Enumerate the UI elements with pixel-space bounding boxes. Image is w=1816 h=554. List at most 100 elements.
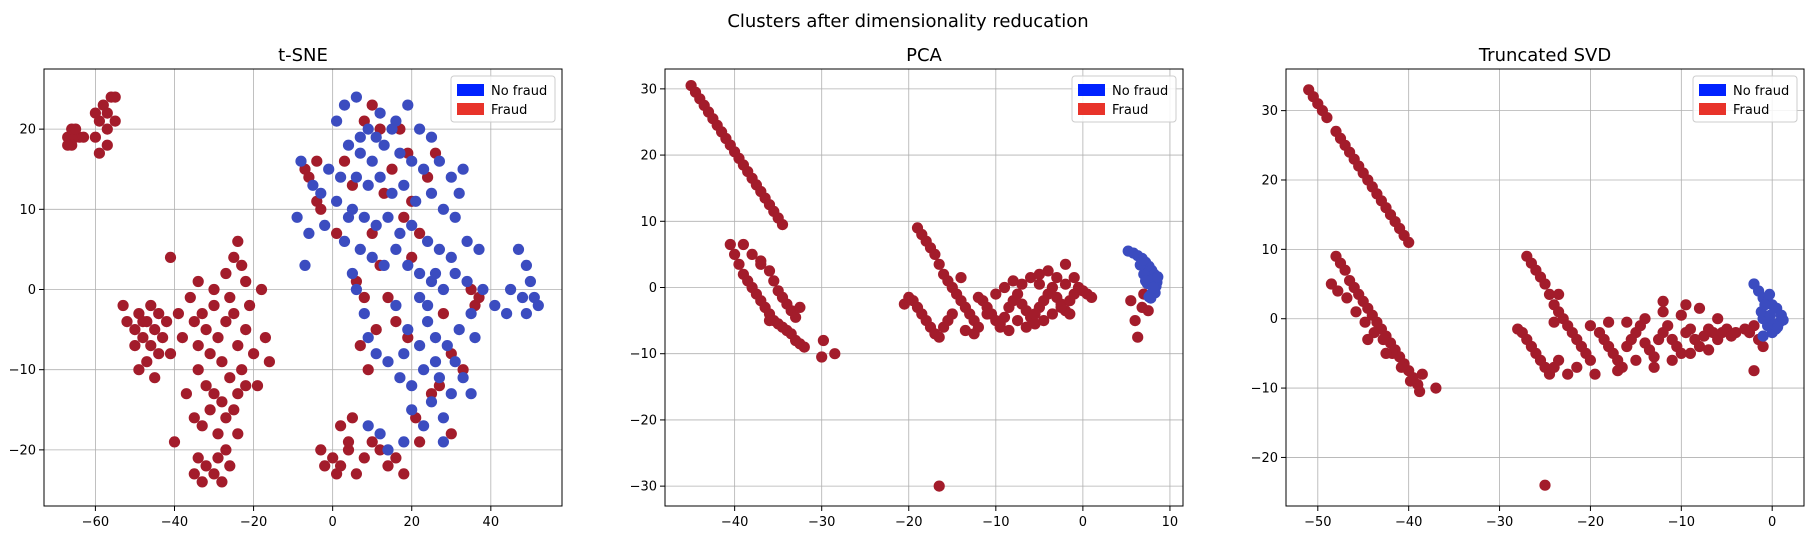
tsne-point-fraud — [101, 139, 113, 151]
tsne-point-fraud — [236, 364, 248, 376]
tsne-point-no-fraud — [414, 123, 426, 135]
tsne-point-fraud — [216, 356, 228, 368]
truncated-svd-xtick-label: −30 — [1486, 515, 1513, 530]
truncated-svd-point-fraud — [1684, 347, 1696, 359]
tsne-point-no-fraud — [406, 219, 418, 231]
tsne-point-fraud — [208, 283, 220, 296]
tsne-point-fraud — [192, 340, 204, 352]
tsne-point-fraud — [240, 324, 252, 336]
tsne-point-no-fraud — [398, 436, 410, 448]
tsne-point-fraud — [224, 372, 236, 384]
truncated-svd-point-fraud — [1675, 309, 1687, 321]
tsne-point-no-fraud — [338, 235, 351, 247]
pca-point-fraud — [1064, 308, 1076, 320]
tsne-point-fraud — [398, 211, 410, 223]
truncated-svd-point-fraud — [1648, 361, 1660, 373]
tsne-point-fraud — [200, 460, 212, 472]
truncated-svd-point-no-fraud — [1759, 299, 1771, 311]
truncated-svd-point-fraud — [1589, 368, 1601, 380]
pca-legend-swatch-no-fraud — [1078, 84, 1105, 96]
pca-ytick-label: 20 — [640, 149, 657, 164]
pca-point-fraud — [1086, 291, 1098, 303]
tsne-point-no-fraud — [366, 251, 378, 263]
tsne-point-no-fraud — [461, 275, 473, 288]
tsne-point-no-fraud — [437, 436, 449, 448]
pca-point-fraud — [1020, 321, 1032, 333]
tsne-point-fraud — [184, 291, 196, 304]
truncated-svd-point-fraud — [1548, 316, 1560, 328]
pca-xtick-label: −30 — [808, 515, 835, 530]
tsne-point-fraud — [390, 452, 402, 464]
tsne-point-no-fraud — [335, 171, 347, 183]
truncated-svd-point-fraud — [1703, 344, 1715, 356]
pca-point-fraud — [1125, 295, 1137, 307]
tsne-point-fraud — [228, 251, 240, 263]
tsne-point-no-fraud — [358, 211, 370, 223]
pca-point-fraud — [946, 308, 958, 320]
truncated-svd-point-no-fraud — [1757, 330, 1769, 342]
tsne-point-fraud — [232, 428, 244, 440]
tsne-point-no-fraud — [532, 299, 544, 312]
tsne-point-fraud — [62, 139, 74, 151]
truncated-svd-point-fraud — [1584, 320, 1596, 332]
pca-xtick-label: −40 — [721, 515, 748, 530]
truncated-svd-ytick-label: 20 — [1261, 173, 1278, 188]
tsne-point-no-fraud — [354, 131, 366, 143]
truncated-svd-ytick-label: 10 — [1261, 243, 1278, 258]
tsne-point-no-fraud — [402, 259, 414, 271]
pca-point-fraud — [729, 248, 741, 260]
tsne-point-no-fraud — [378, 139, 390, 151]
tsne-point-no-fraud — [429, 356, 442, 368]
pca-xtick-label: 0 — [1079, 515, 1087, 530]
tsne-point-no-fraud — [489, 299, 501, 312]
tsne-point-no-fraud — [374, 107, 386, 119]
tsne-panel: t-SNE −60 −40 −20 0 20 40 −20 −10 0 10 20 No fraud Fr… — [9, 45, 563, 530]
tsne-point-no-fraud — [331, 115, 343, 127]
truncated-svd-point-fraud — [1430, 382, 1442, 394]
tsne-point-no-fraud — [445, 171, 457, 183]
pca-point-fraud — [959, 324, 972, 337]
tsne-point-fraud — [315, 203, 327, 215]
pca-point-fraud — [733, 258, 745, 270]
tsne-point-fraud — [374, 444, 386, 456]
tsne-point-fraud — [180, 388, 192, 400]
tsne-point-no-fraud — [429, 332, 442, 344]
tsne-grid — [44, 69, 562, 506]
tsne-point-fraud — [414, 227, 426, 239]
tsne-point-no-fraud — [350, 283, 362, 296]
tsne-point-fraud — [346, 412, 358, 424]
tsne-point-fraud — [129, 324, 141, 336]
tsne-axes-frame — [43, 68, 563, 507]
pca-point-fraud — [737, 238, 750, 251]
tsne-point-no-fraud — [362, 332, 374, 344]
tsne-point-fraud — [89, 107, 101, 119]
pca-point-fraud — [817, 334, 830, 347]
truncated-svd-point-fraud — [1675, 347, 1687, 359]
tsne-point-no-fraud — [441, 340, 453, 352]
pca-point-fraud — [1059, 258, 1072, 270]
tsne-point-no-fraud — [295, 155, 307, 167]
tsne-point-no-fraud — [386, 187, 398, 199]
tsne-point-fraud — [141, 356, 153, 368]
tsne-point-fraud — [386, 163, 398, 175]
tsne-point-no-fraud — [449, 211, 461, 223]
pca-legend-label-fraud: Fraud — [1112, 103, 1148, 118]
tsne-point-fraud — [70, 123, 82, 135]
tsne-point-no-fraud — [512, 243, 525, 255]
tsne-point-fraud — [117, 299, 129, 312]
truncated-svd-legend: No fraud Fraud — [1692, 75, 1798, 123]
truncated-svd-legend-swatch-no-fraud — [1699, 84, 1726, 96]
truncated-svd-point-fraud — [1621, 316, 1633, 328]
tsne-point-no-fraud — [390, 299, 402, 312]
tsne-point-no-fraud — [402, 324, 414, 336]
truncated-svd-point-fraud — [1403, 236, 1415, 248]
pca-point-fraud — [1129, 315, 1141, 327]
tsne-point-no-fraud — [386, 123, 398, 135]
tsne-point-no-fraud — [350, 91, 362, 103]
tsne-point-no-fraud — [429, 267, 442, 280]
tsne-point-no-fraud — [414, 267, 426, 280]
tsne-point-fraud — [311, 155, 323, 167]
tsne-point-no-fraud — [382, 211, 394, 223]
tsne-point-no-fraud — [437, 203, 449, 215]
tsne-xtick-label: 20 — [403, 515, 420, 530]
